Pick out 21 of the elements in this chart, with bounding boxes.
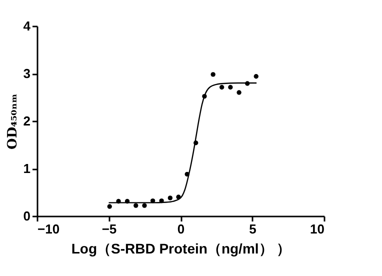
y-tick-label: 2 [23,114,30,128]
y-axis-title: OD₄₅₀ₙₘ [5,94,20,150]
y-tick-label: 0 [23,208,30,224]
point [134,203,138,208]
point [142,203,147,208]
point [236,90,242,95]
point [219,84,224,90]
y-tick-label: 4 [23,18,32,34]
x-tick-label: 10 [310,222,324,236]
point [210,72,216,77]
point [168,196,173,200]
x-axis-title: Log（S-RBD Protein（ng/ml） ） [71,240,291,256]
x-tick-label: −5 [102,222,117,236]
x-tick-label: −10 [38,222,60,236]
point [254,74,258,79]
point [228,84,233,90]
x-tick-label: 5 [249,222,256,236]
y-tick-label: 1 [23,161,30,176]
point [107,204,112,209]
x-tick-label: 0 [177,222,185,236]
y-tick-label: 3 [23,66,30,81]
